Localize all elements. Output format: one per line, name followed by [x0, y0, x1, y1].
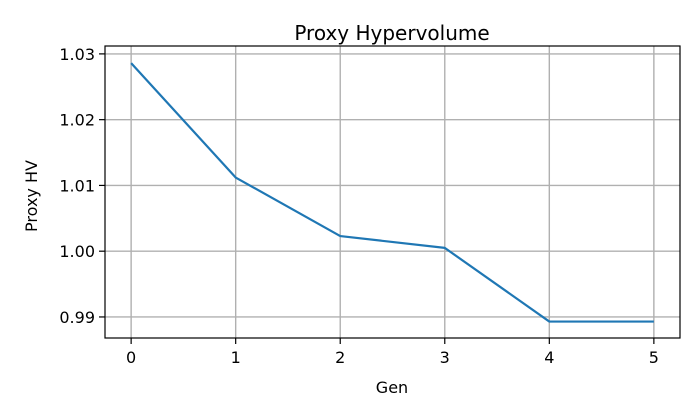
plot-frame	[104, 45, 681, 339]
x-axis-label: Gen	[376, 378, 408, 397]
y-tick-label: 0.99	[59, 308, 95, 327]
x-tick-label: 3	[440, 348, 450, 367]
y-tick-label: 1.03	[59, 45, 95, 64]
y-tick-label: 1.02	[59, 111, 95, 130]
x-tick-label: 4	[544, 348, 554, 367]
y-axis-ticks: 0.99 1.00 1.01 1.02 1.03	[59, 45, 105, 327]
x-tick-label: 5	[649, 348, 659, 367]
x-gridlines	[130, 46, 655, 338]
y-tick-label: 1.00	[59, 242, 95, 261]
x-axis-ticks: 0 1 2 3 4 5	[126, 338, 659, 367]
y-gridlines	[105, 53, 680, 318]
y-tick-label: 1.01	[59, 176, 95, 195]
x-tick-label: 2	[335, 348, 345, 367]
x-tick-label: 1	[231, 348, 241, 367]
x-tick-label: 0	[126, 348, 136, 367]
chart-title: Proxy Hypervolume	[294, 21, 489, 45]
y-axis-label: Proxy HV	[22, 160, 41, 232]
series-line	[130, 62, 654, 323]
